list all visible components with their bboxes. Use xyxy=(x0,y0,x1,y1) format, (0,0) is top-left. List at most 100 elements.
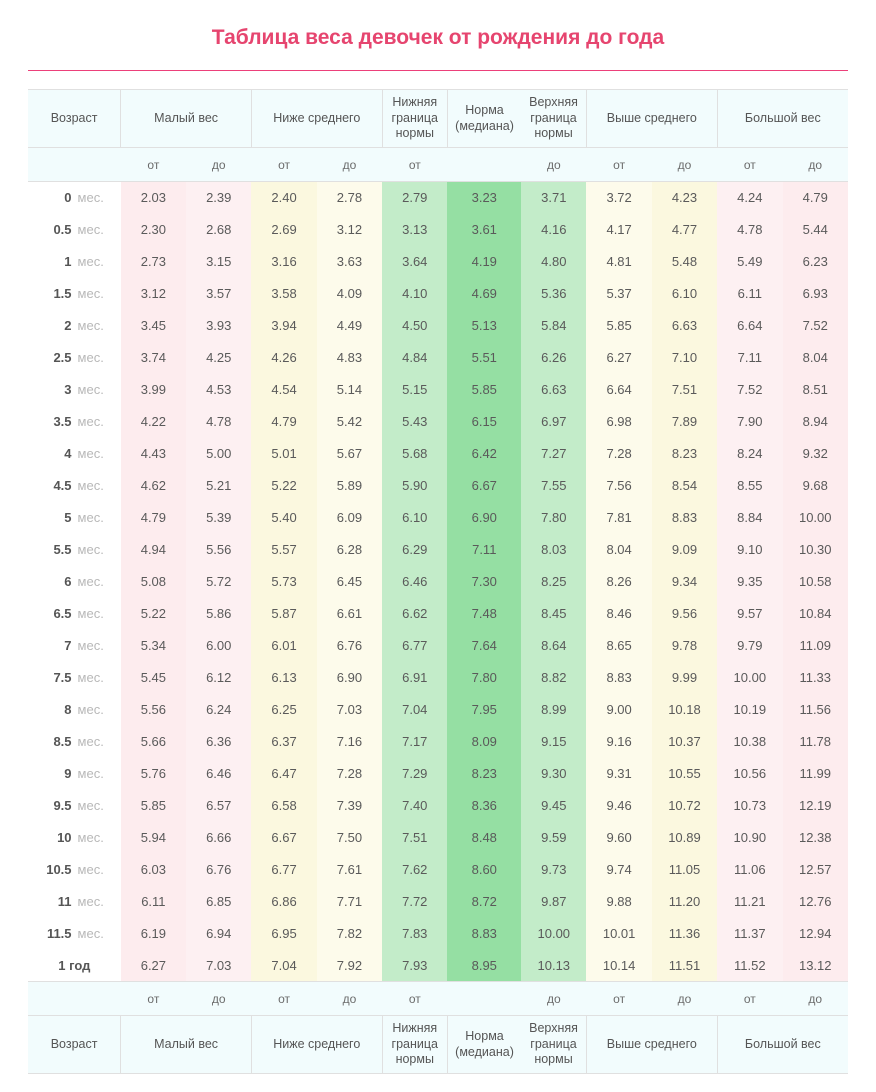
cell: 5.37 xyxy=(586,278,651,310)
cell: 3.57 xyxy=(186,278,251,310)
cell: 4.53 xyxy=(186,374,251,406)
age-unit: мес. xyxy=(76,374,121,406)
cell: 9.99 xyxy=(652,662,717,694)
cell: 6.00 xyxy=(186,630,251,662)
cell: 8.09 xyxy=(447,726,521,758)
cell: 2.79 xyxy=(382,182,447,214)
cell: 10.00 xyxy=(783,502,849,534)
cell: 6.85 xyxy=(186,886,251,918)
cell: 6.24 xyxy=(186,694,251,726)
cell: 11.52 xyxy=(717,950,782,982)
cell: 5.89 xyxy=(317,470,382,502)
table-row: 5.5мес.4.945.565.576.286.297.118.038.049… xyxy=(28,534,848,566)
table-row: 6мес.5.085.725.736.456.467.308.258.269.3… xyxy=(28,566,848,598)
cell: 6.66 xyxy=(186,822,251,854)
cell: 3.15 xyxy=(186,246,251,278)
cell: 6.67 xyxy=(251,822,316,854)
cell: 4.80 xyxy=(521,246,586,278)
hdr-upper-norm: Верхняя граница нормы xyxy=(521,90,586,148)
cell: 7.80 xyxy=(447,662,521,694)
cell: 5.90 xyxy=(382,470,447,502)
sub-from: от xyxy=(717,982,782,1016)
hdr-age: Возраст xyxy=(28,1016,121,1074)
age-unit: мес. xyxy=(76,790,121,822)
cell: 7.27 xyxy=(521,438,586,470)
cell: 7.92 xyxy=(317,950,382,982)
cell: 6.25 xyxy=(251,694,316,726)
header-sub-top: от до от до от до от до от до xyxy=(28,148,848,182)
cell: 10.90 xyxy=(717,822,782,854)
cell: 8.45 xyxy=(521,598,586,630)
cell: 6.58 xyxy=(251,790,316,822)
cell: 7.81 xyxy=(586,502,651,534)
cell: 7.52 xyxy=(717,374,782,406)
cell: 6.45 xyxy=(317,566,382,598)
cell: 11.21 xyxy=(717,886,782,918)
cell: 11.56 xyxy=(783,694,849,726)
table-row: 6.5мес.5.225.865.876.616.627.488.458.469… xyxy=(28,598,848,630)
cell: 11.36 xyxy=(652,918,717,950)
age-unit: мес. xyxy=(76,310,121,342)
cell: 8.04 xyxy=(586,534,651,566)
cell: 7.56 xyxy=(586,470,651,502)
cell: 6.19 xyxy=(121,918,186,950)
cell: 4.69 xyxy=(447,278,521,310)
cell: 7.11 xyxy=(447,534,521,566)
cell: 9.78 xyxy=(652,630,717,662)
age-unit: мес. xyxy=(76,534,121,566)
cell: 11.20 xyxy=(652,886,717,918)
age-value: 9 xyxy=(28,758,76,790)
cell: 6.29 xyxy=(382,534,447,566)
hdr-above-avg: Выше среднего xyxy=(586,90,717,148)
cell: 10.37 xyxy=(652,726,717,758)
cell: 5.56 xyxy=(121,694,186,726)
cell: 7.28 xyxy=(317,758,382,790)
sub-to: до xyxy=(783,148,849,182)
cell: 5.49 xyxy=(717,246,782,278)
age-unit: мес. xyxy=(76,758,121,790)
cell: 7.03 xyxy=(317,694,382,726)
cell: 12.76 xyxy=(783,886,849,918)
sub-from: от xyxy=(251,982,316,1016)
table-row: 5мес.4.795.395.406.096.106.907.807.818.8… xyxy=(28,502,848,534)
cell: 8.65 xyxy=(586,630,651,662)
cell: 4.24 xyxy=(717,182,782,214)
cell: 7.64 xyxy=(447,630,521,662)
table-row: 4.5мес.4.625.215.225.895.906.677.557.568… xyxy=(28,470,848,502)
cell: 8.55 xyxy=(717,470,782,502)
cell: 4.22 xyxy=(121,406,186,438)
cell: 3.58 xyxy=(251,278,316,310)
age-value: 4.5 xyxy=(28,470,76,502)
cell: 5.13 xyxy=(447,310,521,342)
age-unit: мес. xyxy=(76,566,121,598)
age-unit: мес. xyxy=(76,278,121,310)
cell: 7.50 xyxy=(317,822,382,854)
sub-age-blank xyxy=(28,982,121,1016)
age-unit: мес. xyxy=(76,726,121,758)
cell: 6.23 xyxy=(783,246,849,278)
cell: 9.59 xyxy=(521,822,586,854)
cell: 3.16 xyxy=(251,246,316,278)
cell: 6.11 xyxy=(717,278,782,310)
cell: 4.16 xyxy=(521,214,586,246)
cell: 7.40 xyxy=(382,790,447,822)
cell: 9.68 xyxy=(783,470,849,502)
table-body: 0мес.2.032.392.402.782.793.233.713.724.2… xyxy=(28,182,848,982)
cell: 7.82 xyxy=(317,918,382,950)
cell: 5.57 xyxy=(251,534,316,566)
cell: 10.89 xyxy=(652,822,717,854)
cell: 4.79 xyxy=(251,406,316,438)
cell: 8.83 xyxy=(586,662,651,694)
hdr-median: Норма (медиана) xyxy=(447,90,521,148)
age-value: 2 xyxy=(28,310,76,342)
cell: 4.25 xyxy=(186,342,251,374)
age-unit: мес. xyxy=(76,502,121,534)
cell: 4.26 xyxy=(251,342,316,374)
age-value: 6 xyxy=(28,566,76,598)
age-unit: мес. xyxy=(76,470,121,502)
cell: 11.99 xyxy=(783,758,849,790)
age-value: 9.5 xyxy=(28,790,76,822)
cell: 4.10 xyxy=(382,278,447,310)
cell: 7.48 xyxy=(447,598,521,630)
cell: 8.25 xyxy=(521,566,586,598)
